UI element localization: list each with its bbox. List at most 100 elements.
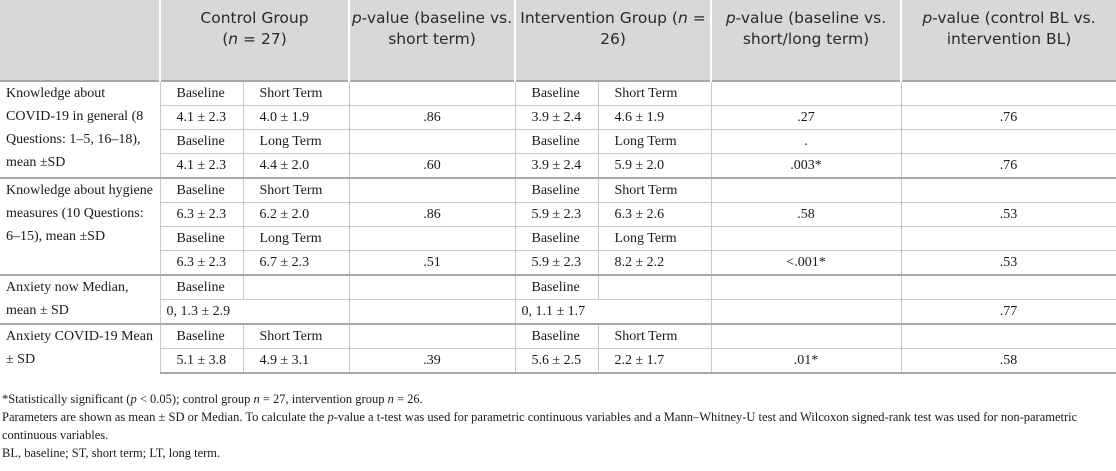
cell (711, 274, 902, 300)
cell (711, 323, 902, 349)
cell: 5.1 ± 3.8 (160, 348, 244, 374)
cell: . (711, 129, 902, 154)
cell (349, 177, 516, 203)
row-label-knowledge-hygiene: Knowledge about hygiene measures (10 Que… (0, 177, 161, 275)
cell (901, 80, 1116, 106)
cell: Short Term (243, 177, 350, 203)
cell: Baseline (515, 129, 599, 154)
cell (711, 226, 902, 251)
cell: Short Term (243, 80, 350, 106)
cell: 4.4 ± 2.0 (243, 153, 350, 178)
cell: 3.9 ± 2.4 (515, 153, 599, 178)
cell: 5.9 ± 2.0 (598, 153, 712, 178)
cell: Baseline (160, 80, 244, 106)
cell: .39 (349, 348, 516, 374)
cell (349, 226, 516, 251)
header-intervention-group: Intervention Group (n = 26) (515, 0, 712, 81)
cell: .60 (349, 153, 516, 178)
cell: Baseline (160, 274, 244, 300)
cell: .51 (349, 250, 516, 275)
cell: .86 (349, 105, 516, 130)
cell: .003* (711, 153, 902, 178)
table-footnotes: *Statistically significant (p < 0.05); c… (2, 390, 1114, 462)
cell (598, 274, 712, 300)
cell: 6.3 ± 2.3 (160, 202, 244, 227)
cell (349, 274, 516, 300)
table-row: 4.1 ± 2.3 4.4 ± 2.0 .60 3.9 ± 2.4 5.9 ± … (0, 153, 1116, 178)
cell: 4.6 ± 1.9 (598, 105, 712, 130)
results-table: Control Group (n = 27) p-value (baseline … (0, 0, 1116, 374)
table-row: Anxiety COVID-19 Mean ± SD Baseline Shor… (0, 323, 1116, 373)
footnote-abbreviations: BL, baseline; ST, short term; LT, long t… (2, 446, 221, 460)
cell: .01* (711, 348, 902, 374)
cell: .27 (711, 105, 902, 130)
cell: 6.2 ± 2.0 (243, 202, 350, 227)
cell: Baseline (515, 274, 599, 300)
cell: 5.9 ± 2.3 (515, 250, 599, 275)
table-row: 6.3 ± 2.3 6.7 ± 2.3 .51 5.9 ± 2.3 8.2 ± … (0, 250, 1116, 275)
cell: Short Term (243, 323, 350, 349)
cell: 0, 1.3 ± 2.9 (160, 299, 350, 324)
cell: 3.9 ± 2.4 (515, 105, 599, 130)
cell: .53 (901, 250, 1116, 275)
cell (243, 274, 350, 300)
header-pvalue-short: p-value (baseline vs. short term) (349, 0, 516, 81)
cell: 6.3 ± 2.3 (160, 250, 244, 275)
cell: .76 (901, 105, 1116, 130)
cell (349, 80, 516, 106)
cell: Baseline (515, 323, 599, 349)
cell: .76 (901, 153, 1116, 178)
cell: 4.0 ± 1.9 (243, 105, 350, 130)
row-label-anxiety-covid: Anxiety COVID-19 Mean ± SD (0, 323, 161, 373)
cell: .53 (901, 202, 1116, 227)
cell (711, 299, 902, 324)
cell (349, 323, 516, 349)
header-blank (0, 0, 161, 81)
footnote-parameters: Parameters are shown as mean ± SD or Med… (2, 410, 1078, 442)
cell: Baseline (160, 226, 244, 251)
cell: 6.7 ± 2.3 (243, 250, 350, 275)
cell: Baseline (515, 80, 599, 106)
cell: .86 (349, 202, 516, 227)
cell: Short Term (598, 177, 712, 203)
cell: 5.9 ± 2.3 (515, 202, 599, 227)
table-row: Knowledge about COVID-19 in general (8 Q… (0, 80, 1116, 178)
table-row: Baseline Long Term Baseline Long Term (0, 226, 1116, 251)
cell (349, 129, 516, 154)
header-pvalue-control-intervention: p-value (control BL vs. intervention BL) (901, 0, 1116, 81)
cell: Long Term (243, 226, 350, 251)
cell: Baseline (160, 323, 244, 349)
cell (711, 177, 902, 203)
table-row: 0, 1.3 ± 2.9 0, 1.1 ± 1.7 .77 (0, 299, 1116, 324)
cell (901, 129, 1116, 154)
cell (349, 299, 516, 324)
cell: 4.9 ± 3.1 (243, 348, 350, 374)
footnote-significance: *Statistically significant (p < 0.05); c… (2, 392, 423, 406)
row-label-anxiety-now: Anxiety now Median, mean ± SD (0, 274, 161, 324)
cell: .77 (901, 299, 1116, 324)
cell: 0, 1.1 ± 1.7 (515, 299, 712, 324)
cell (711, 80, 902, 106)
cell: Baseline (515, 177, 599, 203)
cell (901, 274, 1116, 300)
cell: Short Term (598, 323, 712, 349)
cell: .58 (901, 348, 1116, 374)
cell: Long Term (598, 226, 712, 251)
table-row: Anxiety now Median, mean ± SD Baseline B… (0, 274, 1116, 324)
table-row: 6.3 ± 2.3 6.2 ± 2.0 .86 5.9 ± 2.3 6.3 ± … (0, 202, 1116, 227)
table-row: 5.1 ± 3.8 4.9 ± 3.1 .39 5.6 ± 2.5 2.2 ± … (0, 348, 1116, 374)
cell: Short Term (598, 80, 712, 106)
header-pvalue-short-long: p-value (baseline vs. short/long term) (711, 0, 902, 81)
table-row: 4.1 ± 2.3 4.0 ± 1.9 .86 3.9 ± 2.4 4.6 ± … (0, 105, 1116, 130)
cell (901, 177, 1116, 203)
header-control-group: Control Group (n = 27) (160, 0, 350, 81)
cell: 8.2 ± 2.2 (598, 250, 712, 275)
cell: 4.1 ± 2.3 (160, 153, 244, 178)
row-label-knowledge-covid: Knowledge about COVID-19 in general (8 Q… (0, 80, 161, 178)
cell: 5.6 ± 2.5 (515, 348, 599, 374)
cell: 2.2 ± 1.7 (598, 348, 712, 374)
cell: Long Term (243, 129, 350, 154)
cell: Baseline (160, 129, 244, 154)
header-row: Control Group (n = 27) p-value (baseline … (0, 0, 1116, 81)
cell: 6.3 ± 2.6 (598, 202, 712, 227)
